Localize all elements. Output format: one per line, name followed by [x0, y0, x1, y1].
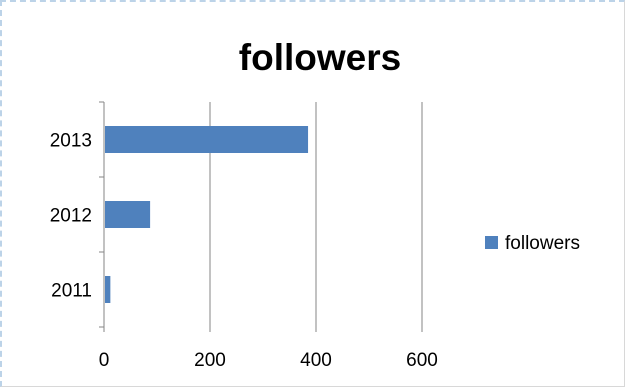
x-tick-label: 400: [300, 350, 332, 371]
y-tick-label: 2011: [51, 281, 92, 302]
bar-2013: [105, 126, 309, 153]
legend-label: followers: [505, 233, 580, 254]
plot-area: 2011 2012 2013 0 200 400 600 followers: [50, 101, 580, 371]
y-tick-label: 2013: [50, 131, 92, 152]
bar-2011: [105, 276, 111, 303]
x-tick-label: 0: [99, 350, 110, 371]
x-tick-label: 600: [406, 350, 438, 371]
x-tick-label: 200: [194, 350, 226, 371]
legend-swatch: [485, 236, 498, 249]
bar-2012: [105, 201, 151, 228]
chart-title: followers: [239, 37, 401, 78]
y-tick-label: 2012: [50, 206, 92, 227]
